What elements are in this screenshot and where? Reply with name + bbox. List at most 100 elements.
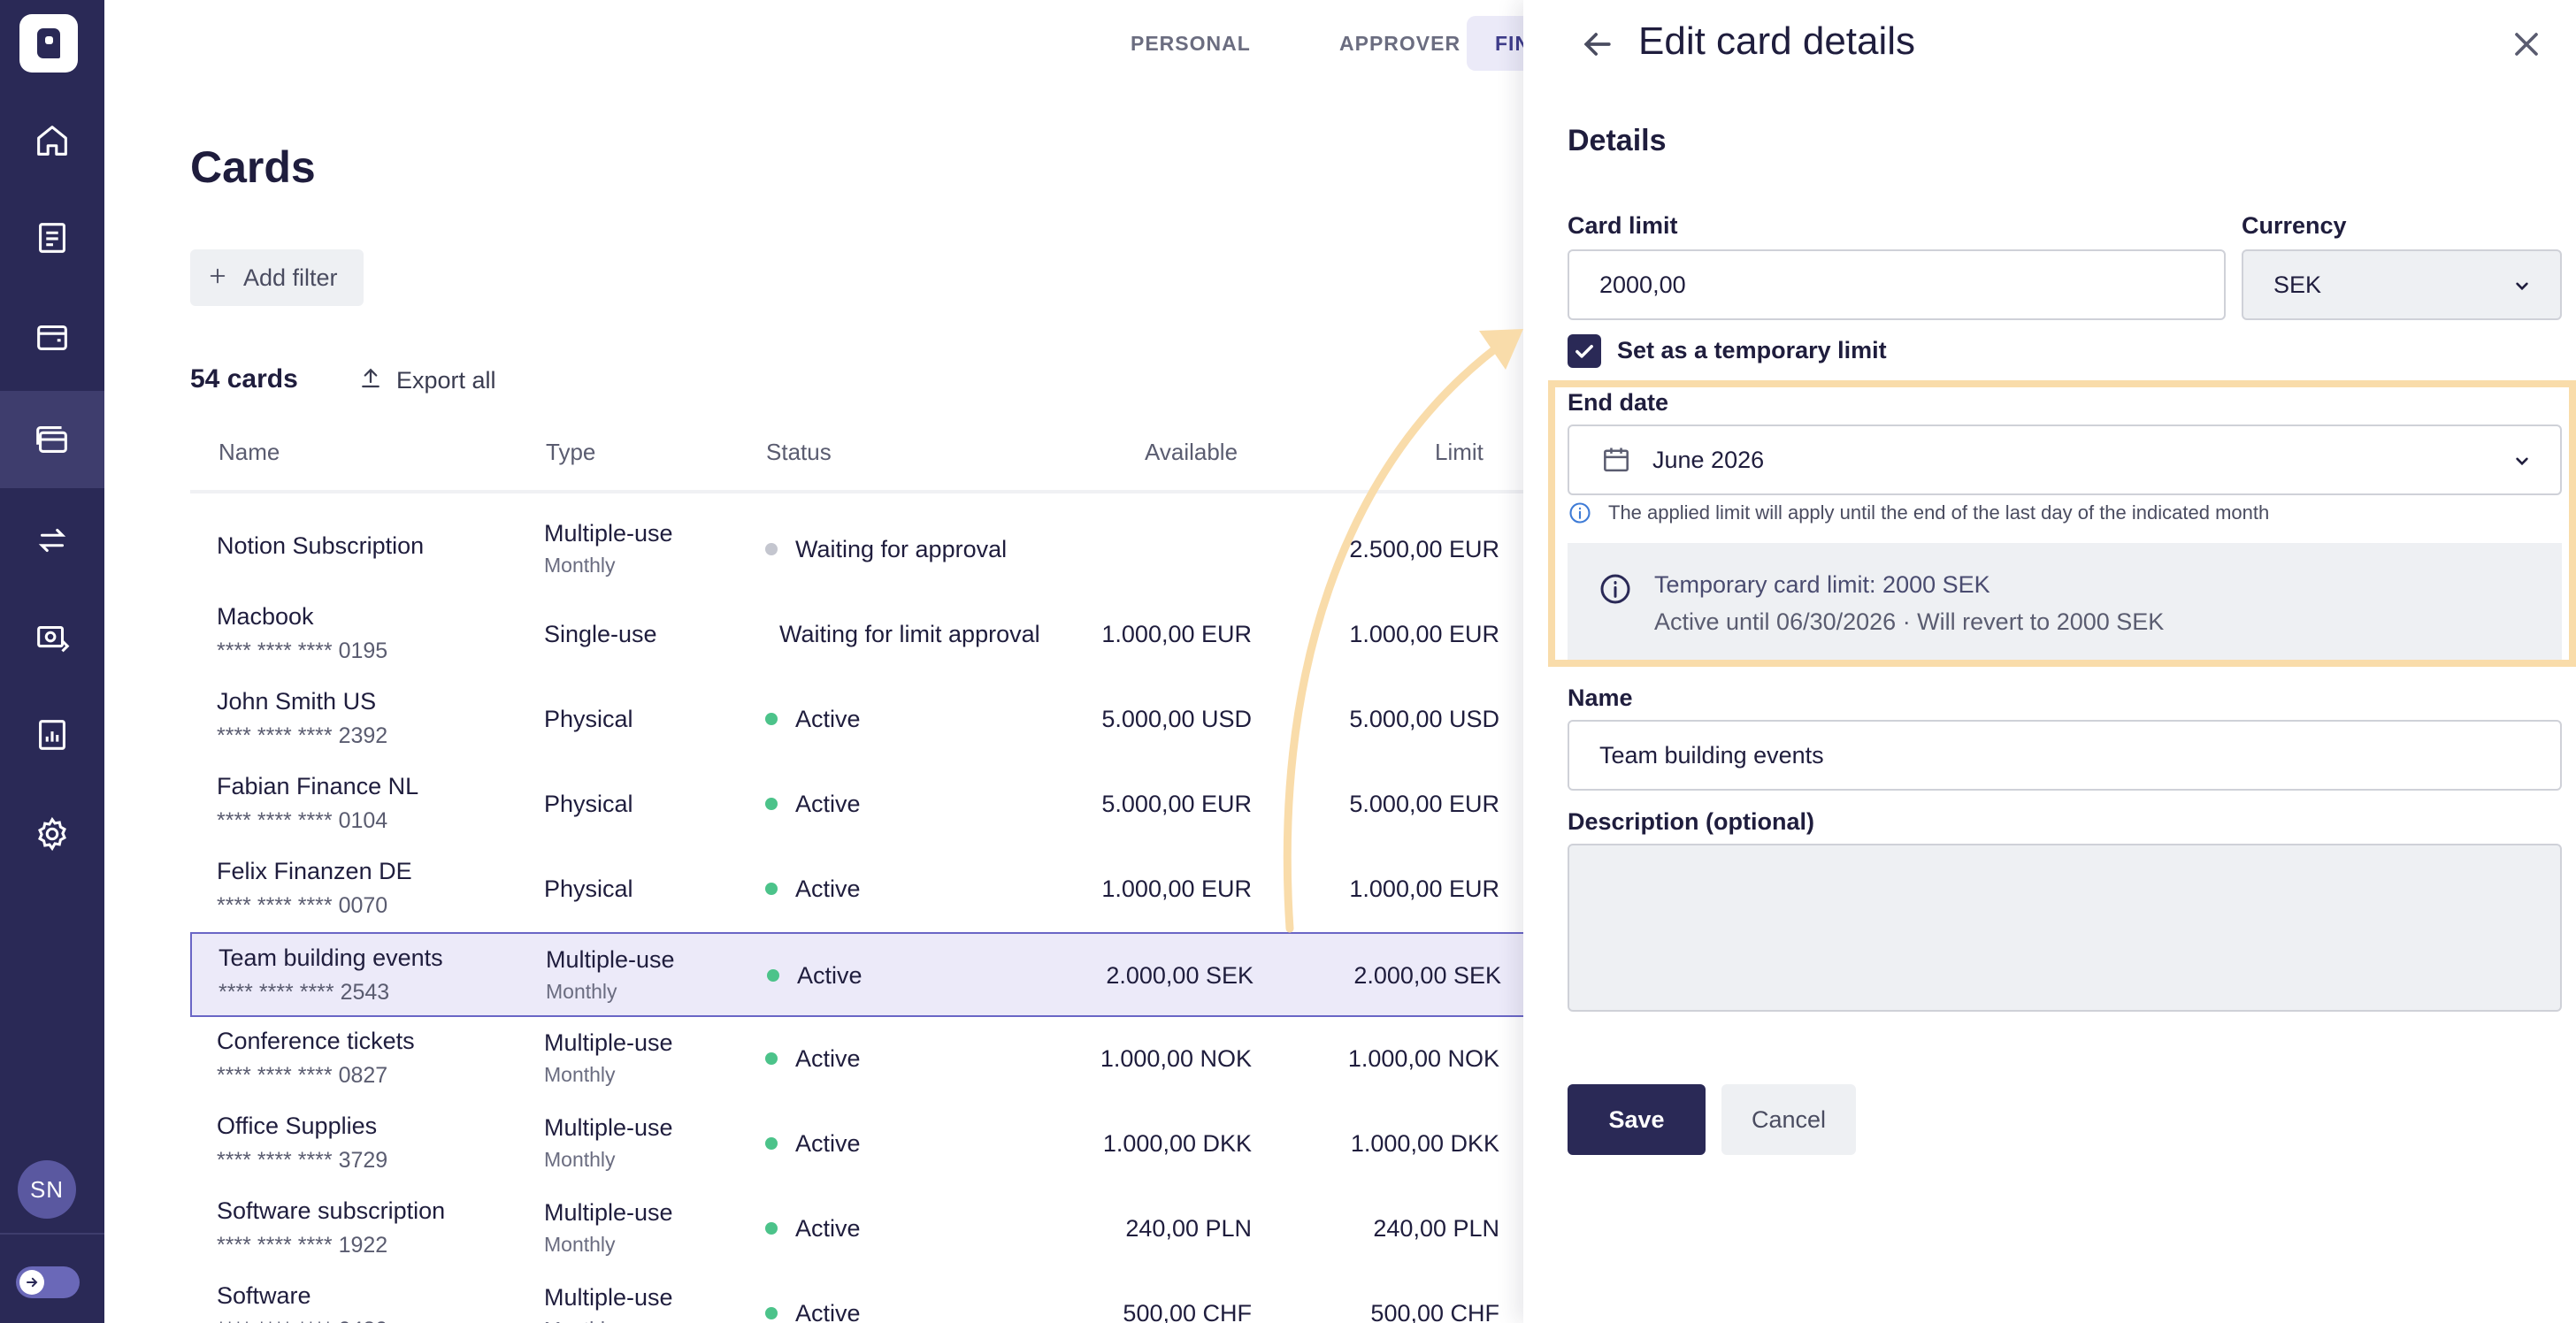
section-title-details: Details: [1568, 124, 1667, 157]
table-row[interactable]: Software subscription **** **** **** 1922…: [190, 1187, 1526, 1272]
card-name: Conference tickets: [217, 1028, 415, 1054]
card-name: John Smith US: [217, 688, 377, 715]
card-number-masked: **** **** **** 0195: [217, 639, 388, 663]
name-value: Team building events: [1599, 741, 1824, 769]
table-row[interactable]: Office Supplies **** **** **** 3729 Multip…: [190, 1102, 1526, 1187]
status-label: Active: [795, 1215, 861, 1242]
card-name: Notion Subscription: [217, 532, 425, 559]
available-amount: 2.000,00 SEK: [1106, 962, 1254, 989]
status-dot: [765, 1221, 778, 1235]
available-amount: 5.000,00 EUR: [1101, 791, 1252, 817]
status-badge: Active: [765, 1215, 861, 1243]
temporary-limit-checkbox[interactable]: [1568, 334, 1601, 368]
card-type: Physical: [544, 876, 633, 902]
limit-amount: 1.000,00 DKK: [1350, 1130, 1499, 1157]
limit-amount: 1.000,00 NOK: [1347, 1045, 1499, 1072]
export-all-button[interactable]: Export all: [357, 364, 496, 397]
card-type: Multiple-use: [544, 1284, 673, 1311]
save-button[interactable]: Save: [1568, 1084, 1706, 1155]
panel-title: Edit card details: [1638, 19, 1916, 63]
cancel-button[interactable]: Cancel: [1721, 1084, 1856, 1155]
temporary-limit-label[interactable]: Set as a temporary limit: [1617, 337, 1887, 363]
wallet-icon[interactable]: [0, 288, 104, 386]
card-limit-value: 2000,00: [1599, 271, 1686, 298]
temporary-limit-subtitle: Active until 06/30/2026 · Will revert to…: [1654, 608, 2165, 635]
status-badge: Active: [765, 1130, 861, 1158]
back-arrow-icon[interactable]: [1578, 25, 1617, 64]
sidebar-toggle[interactable]: [16, 1266, 80, 1298]
upload-icon: [357, 364, 384, 397]
currency-select[interactable]: SEK: [2242, 249, 2562, 320]
column-header-available[interactable]: Available: [1145, 439, 1238, 465]
name-input[interactable]: Team building events: [1568, 720, 2562, 791]
card-number-masked: **** **** **** 2392: [217, 723, 388, 748]
card-name: Office Supplies: [217, 1113, 378, 1139]
available-amount: 240,00 PLN: [1125, 1215, 1252, 1242]
status-badge: Active: [765, 791, 861, 818]
tab-approver[interactable]: APPROVER: [1339, 31, 1461, 55]
status-badge: Active: [765, 876, 861, 903]
description-label: Description (optional): [1568, 808, 1814, 835]
card-frequency: Monthly: [544, 554, 616, 577]
available-amount: 1.000,00 NOK: [1100, 1045, 1252, 1072]
table-row[interactable]: Conference tickets **** **** **** 0827 Mul…: [190, 1017, 1526, 1102]
card-name: Macbook: [217, 603, 314, 630]
card-limit-input[interactable]: 2000,00: [1568, 249, 2226, 320]
card-number-masked: **** **** **** 1922: [217, 1233, 388, 1258]
status-label: Waiting for limit approval: [779, 621, 1040, 647]
table-row[interactable]: Macbook **** **** **** 0195 Single-use Wait…: [190, 593, 1526, 677]
status-badge: Active: [767, 962, 862, 990]
page-title: Cards: [190, 142, 316, 192]
reports-icon[interactable]: [0, 686, 104, 784]
export-all-label: Export all: [396, 367, 496, 394]
status-label: Active: [795, 1045, 861, 1072]
card-type: Physical: [544, 706, 633, 732]
settings-icon[interactable]: [0, 785, 104, 883]
status-dot: [765, 712, 778, 725]
column-header-name[interactable]: Name: [218, 439, 280, 465]
status-label: Active: [795, 791, 861, 817]
tab-personal[interactable]: PERSONAL: [1131, 31, 1251, 55]
limit-amount: 1.000,00 EUR: [1349, 621, 1499, 647]
description-textarea[interactable]: [1568, 844, 2562, 1012]
receipt-icon[interactable]: [0, 189, 104, 287]
column-header-limit[interactable]: Limit: [1435, 439, 1484, 465]
card-frequency: Monthly: [544, 1318, 616, 1323]
table-row[interactable]: Team building events **** **** **** 2543 M…: [190, 932, 1526, 1017]
currency-value: SEK: [2273, 271, 2322, 298]
card-type: Physical: [544, 791, 633, 817]
plus-icon: [208, 264, 227, 292]
end-date-value: June 2026: [1652, 446, 1765, 473]
status-dot: [765, 1136, 778, 1150]
limit-amount: 5.000,00 USD: [1349, 706, 1499, 732]
add-filter-button[interactable]: Add filter: [190, 249, 364, 306]
table-row[interactable]: Notion Subscription Multiple-use Monthly Wa…: [190, 508, 1526, 593]
status-dot: [767, 968, 779, 982]
app-logo[interactable]: [19, 14, 78, 73]
status-badge: Waiting for limit approval: [779, 621, 1040, 648]
arrow-right-icon: [19, 1270, 44, 1295]
column-header-type[interactable]: Type: [546, 439, 596, 465]
end-date-hint-text: The applied limit will apply until the e…: [1608, 501, 2270, 524]
status-dot: [765, 1306, 778, 1319]
limit-amount: 1.000,00 EUR: [1349, 876, 1499, 902]
user-avatar[interactable]: SN: [18, 1160, 76, 1219]
table-row[interactable]: John Smith US **** **** **** 2392 Physical…: [190, 677, 1526, 762]
card-number-masked: **** **** **** 0070: [217, 893, 388, 918]
reimburse-icon[interactable]: [0, 589, 104, 686]
card-number-masked: **** **** **** 0480: [217, 1318, 387, 1323]
status-badge: Active: [765, 706, 861, 733]
status-label: Waiting for approval: [795, 536, 1008, 562]
end-date-label: End date: [1568, 389, 1669, 416]
table-row[interactable]: Fabian Finance NL **** **** **** 0104 Phys…: [190, 762, 1526, 847]
end-date-select[interactable]: June 2026: [1568, 424, 2562, 495]
limit-amount: 2.000,00 SEK: [1353, 962, 1501, 989]
table-row[interactable]: Software **** **** **** 0480 Multiple-use M…: [190, 1272, 1526, 1323]
home-icon[interactable]: [0, 92, 104, 189]
transfer-icon[interactable]: [0, 492, 104, 589]
close-icon[interactable]: [2507, 25, 2546, 64]
table-row[interactable]: Felix Finanzen DE **** **** **** 0070 Phys…: [190, 847, 1526, 932]
column-header-status[interactable]: Status: [766, 439, 832, 465]
temporary-limit-info-box: Temporary card limit: 2000 SEK Active un…: [1568, 543, 2562, 660]
cards-icon[interactable]: [0, 391, 104, 488]
